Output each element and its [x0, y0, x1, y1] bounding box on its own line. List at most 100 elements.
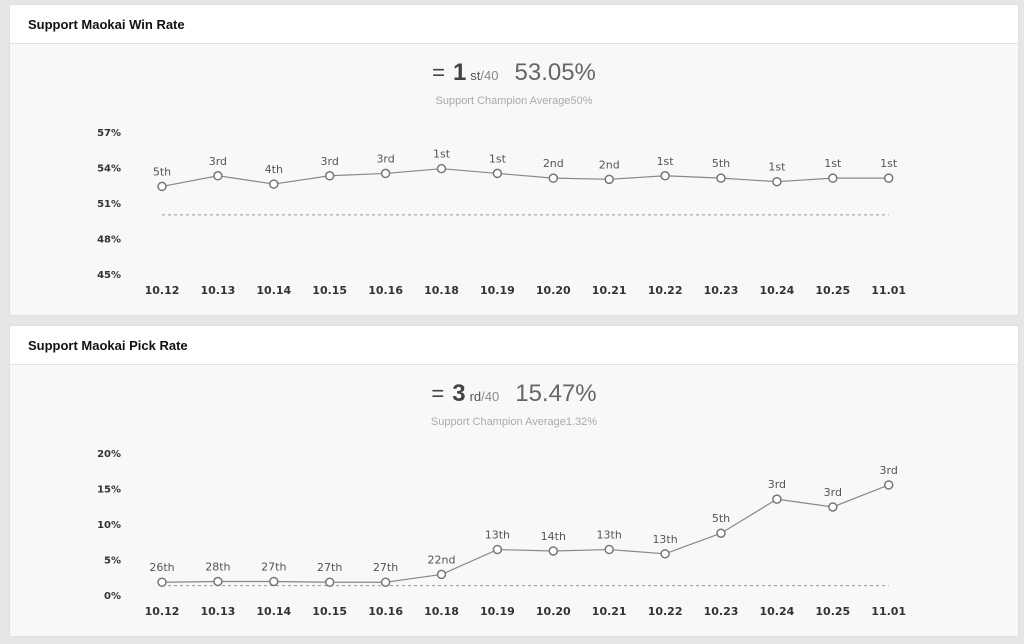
rank-label: 1st	[824, 157, 842, 170]
average-text: Support Champion Average50%	[10, 95, 1018, 107]
rank-label: 3rd	[768, 478, 786, 491]
rank-label: 5th	[712, 157, 730, 170]
rank-label: 1st	[768, 161, 786, 174]
y-tick-label: 15%	[97, 485, 121, 496]
rank-label: 1st	[880, 157, 898, 170]
x-tick-label: 10.25	[815, 605, 850, 618]
average-value: 1.32%	[565, 416, 598, 428]
y-tick-label: 57%	[97, 128, 121, 139]
x-tick-label: 10.20	[536, 284, 571, 297]
rank-number: 3	[452, 380, 466, 407]
data-point	[324, 577, 335, 587]
x-tick-label: 10.16	[368, 284, 403, 297]
data-point	[269, 179, 279, 189]
x-tick-label: 10.12	[145, 605, 180, 618]
x-tick-label: 10.21	[592, 605, 627, 618]
data-point	[492, 544, 503, 555]
average-text: Support Champion Average1.32%	[10, 416, 1018, 428]
rank-number: 1	[452, 59, 467, 86]
rank-label: 3rd	[209, 155, 227, 168]
rank-label: 27th	[373, 561, 398, 574]
win-rate-value: 53.05%	[514, 59, 596, 86]
y-tick-label: 54%	[97, 164, 121, 175]
data-point	[883, 480, 894, 490]
x-tick-label: 10.22	[648, 284, 683, 297]
x-tick-label: 10.13	[201, 284, 236, 297]
pick-rate-summary: = 3 rd /40 15.47% Support Champion Avera…	[10, 380, 1018, 428]
x-tick-label: 10.13	[201, 605, 236, 618]
x-tick-label: 10.18	[424, 284, 459, 297]
data-point	[716, 173, 726, 183]
y-tick-label: 10%	[97, 520, 121, 531]
x-tick-label: 10.25	[815, 284, 850, 297]
equal-icon: =	[432, 60, 445, 85]
x-tick-label: 11.01	[871, 605, 906, 618]
x-tick-label: 10.24	[760, 284, 795, 297]
data-point	[660, 549, 670, 559]
rank-label: 4th	[265, 163, 283, 176]
rank-label: 13th	[652, 533, 677, 546]
win-rate-chart: 57% 54% 51% 48% 45% 10.12 10.13 10.14 10.15 10.16…	[97, 128, 906, 297]
rank-label: 27th	[261, 561, 286, 574]
average-label: Support Champion Average	[435, 95, 571, 107]
y-tick-label: 51%	[97, 199, 121, 210]
average-value: 50%	[570, 95, 593, 107]
x-tick-label: 10.12	[145, 284, 180, 297]
equal-icon: =	[431, 381, 445, 406]
x-tick-label: 10.24	[760, 605, 795, 618]
rank-total: /40	[481, 389, 500, 404]
rank-label: 28th	[205, 561, 230, 574]
rank-label: 14th	[541, 530, 566, 543]
pick-rate-value: 15.47%	[515, 380, 597, 407]
y-tick-label: 48%	[97, 235, 121, 246]
x-tick-label: 10.23	[704, 605, 739, 618]
pick-rate-chart: 20% 15% 10% 5% 0% 10.12 10.13 10.14 10.15 10.16 10…	[97, 449, 906, 618]
series-line	[161, 484, 889, 583]
x-tick-label: 10.19	[480, 605, 515, 618]
data-point	[157, 181, 167, 192]
data-point	[660, 171, 670, 181]
data-point	[269, 576, 279, 587]
data-point	[213, 171, 223, 181]
pick-rate-panel: Support Maokai Pick Rate = 3 rd /40 15.4…	[10, 326, 1018, 636]
rank-label: 1st	[489, 152, 507, 165]
rank-label: 2nd	[543, 157, 564, 170]
x-tick-label: 10.23	[704, 284, 739, 297]
y-tick-label: 20%	[97, 449, 121, 460]
y-tick-label: 45%	[97, 270, 121, 281]
x-tick-label: 10.14	[256, 605, 291, 618]
data-point	[436, 569, 447, 580]
rank-label: 13th	[597, 529, 622, 542]
rank-label: 3rd	[321, 155, 339, 168]
data-point	[492, 168, 503, 179]
data-point	[828, 502, 838, 512]
x-tick-label: 10.18	[424, 605, 459, 618]
rank-label: 5th	[712, 512, 730, 525]
data-point	[213, 576, 223, 587]
y-tick-label: 0%	[104, 591, 121, 602]
series-line	[161, 168, 889, 188]
rank-label: 3rd	[376, 152, 394, 165]
rank-label: 27th	[317, 561, 342, 574]
panel-title: Support Maokai Win Rate	[10, 5, 1018, 44]
data-point	[604, 174, 614, 185]
data-point	[324, 171, 335, 181]
data-point	[157, 577, 167, 587]
data-point	[436, 163, 447, 174]
data-point	[548, 173, 559, 183]
rank-label: 2nd	[599, 158, 620, 171]
x-tick-label: 10.15	[312, 284, 347, 297]
data-point	[828, 173, 838, 183]
rank-suffix: st	[470, 68, 481, 83]
data-point	[604, 544, 614, 555]
win-rate-panel: Support Maokai Win Rate = 1 st /40 53.05…	[10, 5, 1018, 315]
x-tick-label: 10.15	[312, 605, 347, 618]
rank-total: /40	[480, 68, 499, 83]
data-point	[380, 577, 391, 587]
x-tick-label: 10.14	[256, 284, 291, 297]
rank-label: 3rd	[880, 464, 898, 477]
x-tick-label: 10.16	[368, 605, 403, 618]
data-point	[380, 168, 391, 179]
rank-label: 3rd	[824, 486, 842, 499]
rank-label: 22nd	[428, 553, 456, 566]
